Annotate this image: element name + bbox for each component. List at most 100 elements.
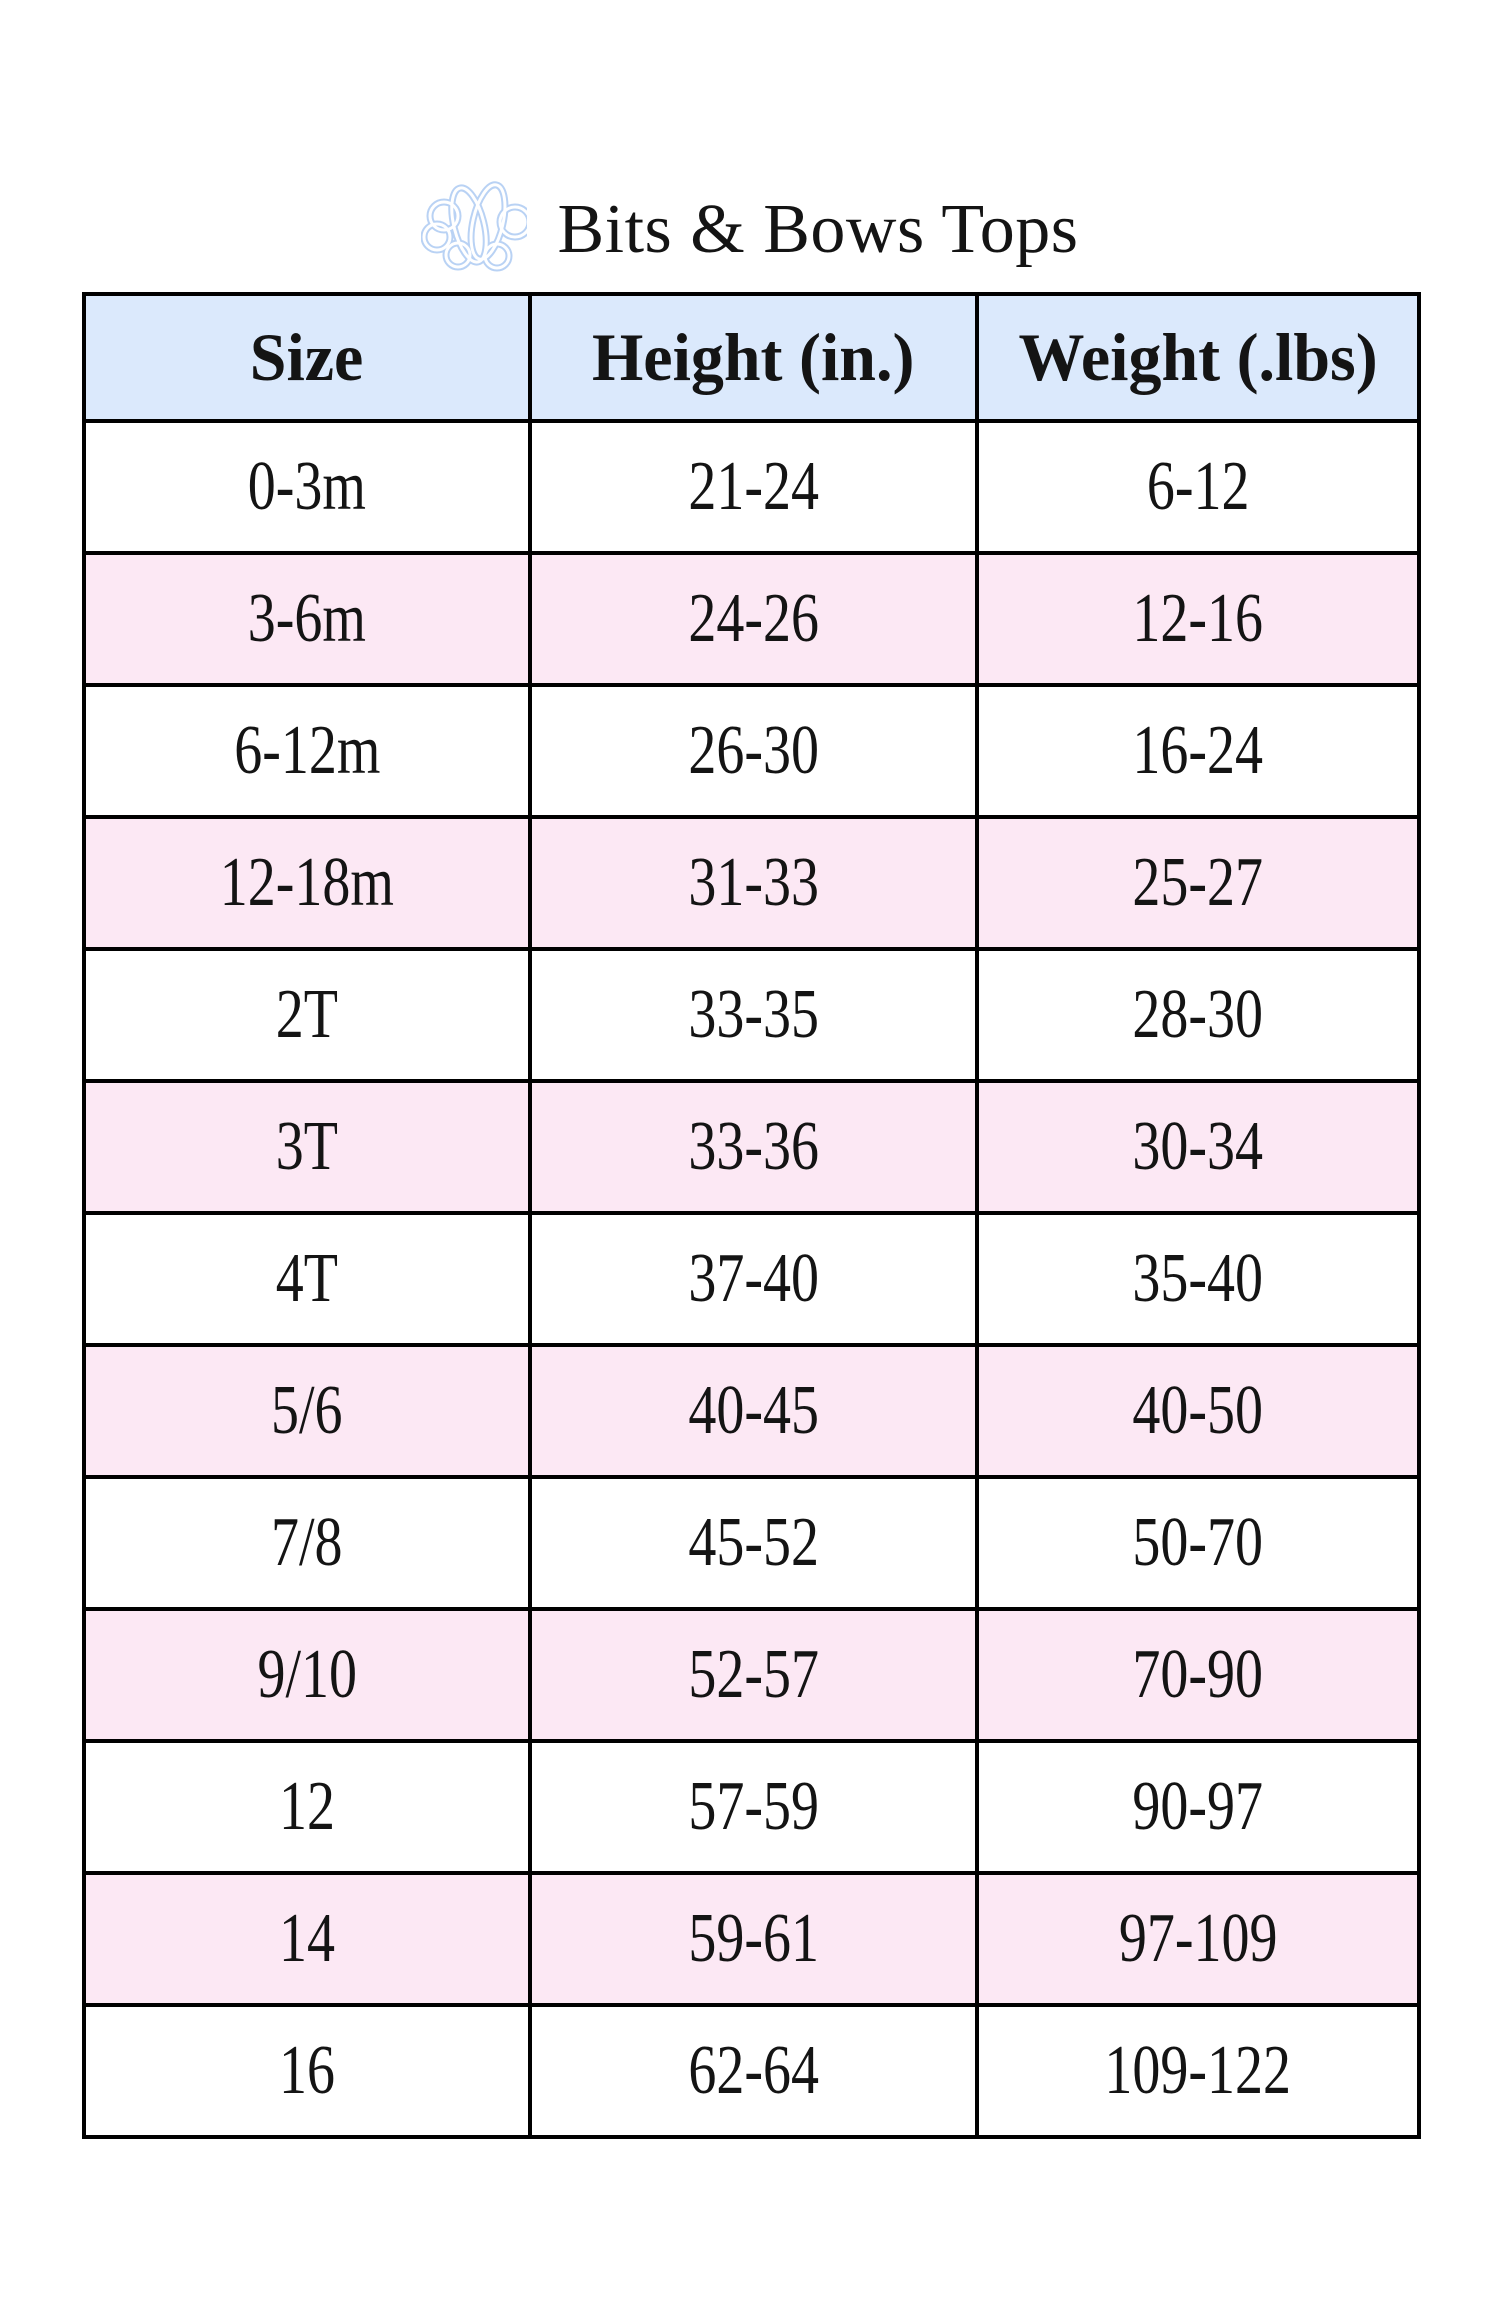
cell-text: 5/6 [271, 1372, 343, 1449]
cell-text: 6-12m [233, 712, 381, 789]
table-row: 4T 37-40 35-40 [82, 1211, 1421, 1347]
cell-text: 50-70 [1132, 1504, 1264, 1581]
size-cell: 6-12m [82, 683, 532, 819]
size-cell: 16 [82, 2003, 532, 2139]
weight-cell: 16-24 [975, 683, 1421, 819]
table-row: 9/10 52-57 70-90 [82, 1607, 1421, 1743]
size-cell: 4T [82, 1211, 532, 1347]
brand-monogram-icon [421, 170, 528, 290]
cell-text: 40-45 [688, 1372, 819, 1449]
cell-text: 37-40 [688, 1240, 819, 1317]
size-cell: 3-6m [82, 551, 532, 687]
table-row: 12-18m 31-33 25-27 [82, 815, 1421, 951]
cell-text: 3-6m [247, 580, 367, 657]
table-body: 0-3m 21-24 6-12 3-6m 24-26 12-16 6-12m 2… [82, 419, 1421, 2139]
table-row: 14 59-61 97-109 [82, 1871, 1421, 2007]
size-cell: 0-3m [82, 419, 532, 555]
cell-text: 0-3m [247, 448, 367, 525]
height-cell: 33-35 [528, 947, 979, 1083]
weight-cell: 6-12 [975, 419, 1421, 555]
size-cell: 2T [82, 947, 532, 1083]
table-row: 2T 33-35 28-30 [82, 947, 1421, 1083]
cell-text: 33-35 [688, 976, 819, 1053]
cell-text: 52-57 [688, 1636, 819, 1713]
weight-cell: 97-109 [975, 1871, 1421, 2007]
cell-text: 2T [275, 976, 339, 1053]
cell-text: 3T [275, 1108, 339, 1185]
cell-text: 33-36 [688, 1108, 819, 1185]
column-header-weight: Weight (.lbs) [975, 292, 1421, 423]
table-row: 7/8 45-52 50-70 [82, 1475, 1421, 1611]
cell-text: 21-24 [688, 448, 819, 525]
height-cell: 52-57 [528, 1607, 979, 1743]
height-cell: 37-40 [528, 1211, 979, 1347]
cell-text: 6-12 [1146, 448, 1250, 525]
size-cell: 12 [82, 1739, 532, 1875]
weight-cell: 90-97 [975, 1739, 1421, 1875]
size-cell: 9/10 [82, 1607, 532, 1743]
cell-text: 7/8 [271, 1504, 343, 1581]
size-chart-table: Size Height (in.) Weight (.lbs) 0-3m 21-… [82, 292, 1421, 2139]
cell-text: 40-50 [1132, 1372, 1264, 1449]
cell-text: 30-34 [1132, 1108, 1264, 1185]
cell-text: 57-59 [688, 1768, 819, 1845]
weight-cell: 28-30 [975, 947, 1421, 1083]
weight-cell: 70-90 [975, 1607, 1421, 1743]
height-cell: 31-33 [528, 815, 979, 951]
table-row: 12 57-59 90-97 [82, 1739, 1421, 1875]
cell-text: 35-40 [1132, 1240, 1264, 1317]
cell-text: 4T [275, 1240, 339, 1317]
size-cell: 7/8 [82, 1475, 532, 1611]
cell-text: 24-26 [688, 580, 819, 657]
table-header: Size Height (in.) Weight (.lbs) [82, 292, 1421, 423]
cell-text: 45-52 [688, 1504, 819, 1581]
height-cell: 40-45 [528, 1343, 979, 1479]
weight-cell: 35-40 [975, 1211, 1421, 1347]
cell-text: 25-27 [1132, 844, 1264, 921]
table-row: 6-12m 26-30 16-24 [82, 683, 1421, 819]
weight-cell: 50-70 [975, 1475, 1421, 1611]
cell-text: 97-109 [1118, 1900, 1278, 1977]
cell-text: 16-24 [1132, 712, 1264, 789]
height-cell: 59-61 [528, 1871, 979, 2007]
cell-text: 28-30 [1132, 976, 1264, 1053]
height-cell: 24-26 [528, 551, 979, 687]
cell-text: 12-16 [1132, 580, 1264, 657]
header-text: Height (in.) [592, 319, 915, 395]
weight-cell: 109-122 [975, 2003, 1421, 2139]
height-cell: 21-24 [528, 419, 979, 555]
cell-text: 109-122 [1104, 2032, 1292, 2109]
table-row: 3T 33-36 30-34 [82, 1079, 1421, 1215]
column-header-size: Size [82, 292, 532, 423]
cell-text: 90-97 [1132, 1768, 1264, 1845]
table-row: 5/6 40-45 40-50 [82, 1343, 1421, 1479]
cell-text: 70-90 [1132, 1636, 1264, 1713]
weight-cell: 25-27 [975, 815, 1421, 951]
cell-text: 14 [279, 1900, 335, 1977]
height-cell: 62-64 [528, 2003, 979, 2139]
weight-cell: 12-16 [975, 551, 1421, 687]
cell-text: 62-64 [688, 2032, 819, 2109]
height-cell: 26-30 [528, 683, 979, 819]
weight-cell: 30-34 [975, 1079, 1421, 1215]
table-row: 16 62-64 109-122 [82, 2003, 1421, 2139]
cell-text: 16 [279, 2032, 335, 2109]
cell-text: 31-33 [688, 844, 819, 921]
table-row: 0-3m 21-24 6-12 [82, 419, 1421, 555]
size-cell: 14 [82, 1871, 532, 2007]
height-cell: 33-36 [528, 1079, 979, 1215]
size-cell: 5/6 [82, 1343, 532, 1479]
header-text: Size [250, 319, 364, 395]
height-cell: 57-59 [528, 1739, 979, 1875]
title-block: Bits & Bows Tops [0, 160, 1500, 300]
weight-cell: 40-50 [975, 1343, 1421, 1479]
cell-text: 12 [279, 1768, 335, 1845]
size-cell: 12-18m [82, 815, 532, 951]
column-header-height: Height (in.) [528, 292, 979, 423]
size-cell: 3T [82, 1079, 532, 1215]
cell-text: 59-61 [688, 1900, 819, 1977]
height-cell: 45-52 [528, 1475, 979, 1611]
cell-text: 9/10 [257, 1636, 357, 1713]
page-title: Bits & Bows Tops [557, 191, 1079, 268]
